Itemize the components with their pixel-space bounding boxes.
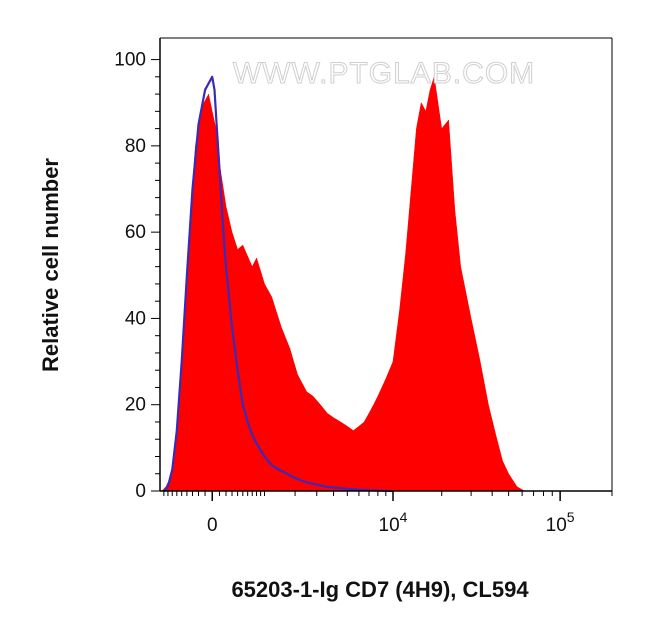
axes-layer: 0 20 40 60 80 100 0 104 105 — [114, 37, 613, 536]
y-tick-label: 80 — [125, 136, 146, 157]
x-axis-title: 65203-1-Ig CD7 (4H9), CL594 — [231, 577, 529, 602]
series-line-isotype-control — [163, 75, 394, 493]
y-tick-label: 20 — [125, 395, 146, 416]
series-layer — [161, 75, 561, 493]
x-tick-label: 104 — [379, 509, 408, 536]
y-tick-label: 0 — [135, 481, 146, 502]
x-tick-label: 105 — [546, 509, 575, 536]
y-axis-title: Relative cell number — [38, 158, 63, 372]
watermark-text: WWW.PTGLAB.COM — [233, 57, 535, 90]
y-tick-label: 100 — [114, 50, 146, 71]
y-tick-label: 60 — [125, 222, 146, 243]
x-tick-label: 0 — [207, 515, 218, 536]
y-tick-label: 40 — [125, 308, 146, 329]
series-area-cd7-stained — [161, 76, 561, 492]
